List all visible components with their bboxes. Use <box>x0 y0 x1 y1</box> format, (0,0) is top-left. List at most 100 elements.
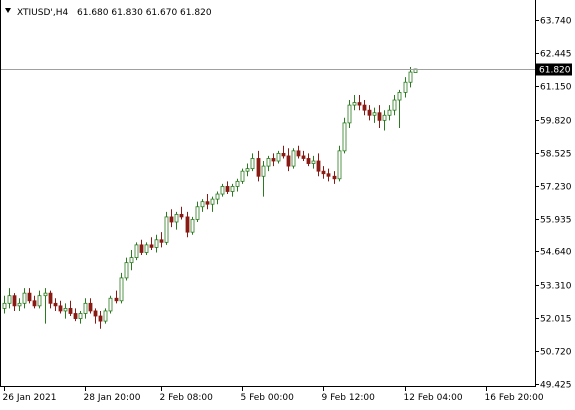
candle-body <box>408 71 413 83</box>
y-tick-label: 49.425 <box>540 381 572 391</box>
candle <box>316 153 321 177</box>
candle <box>387 105 392 121</box>
y-tick-label: 55.935 <box>540 216 572 226</box>
y-tick-label: 52.015 <box>540 315 572 325</box>
candle <box>372 107 377 123</box>
candle <box>169 209 174 228</box>
current-price-badge: 61.820 <box>536 63 572 76</box>
candle-body <box>190 219 195 233</box>
candle-body <box>281 152 286 157</box>
candle <box>63 303 68 319</box>
candle-body <box>53 302 58 307</box>
candle <box>119 272 124 304</box>
candle-body <box>261 165 266 177</box>
candle <box>301 150 306 162</box>
candle-body <box>397 92 402 101</box>
candle-body <box>22 292 27 304</box>
symbol-caption: XTIUSD',H4 <box>17 8 68 18</box>
candle <box>347 100 352 128</box>
y-tick-label: 54.640 <box>540 248 572 258</box>
candle <box>352 94 357 111</box>
candle <box>32 295 37 309</box>
candle-body <box>93 310 98 317</box>
candle-body <box>235 180 240 187</box>
candle-body <box>83 302 88 314</box>
candle <box>235 178 240 192</box>
candle <box>215 191 220 205</box>
candle-body <box>215 193 220 200</box>
x-axis: 26 Jan 2021 28 Jan 20:00 2 Feb 08:00 5 Feb … <box>3 386 544 403</box>
candle <box>73 308 78 322</box>
candle-body <box>403 81 408 93</box>
candle <box>159 232 164 248</box>
triangle-down-icon[interactable] <box>5 8 11 13</box>
candle <box>179 206 184 220</box>
candle-body <box>326 173 331 177</box>
candle-body <box>103 310 108 322</box>
candle-body <box>291 150 296 167</box>
current-price-label: 61.820 <box>539 66 571 76</box>
y-tick-label: 61.150 <box>540 83 572 93</box>
candle <box>93 308 98 324</box>
candle <box>250 153 255 172</box>
candle-body <box>114 297 119 302</box>
x-tick-label: 9 Feb 12:00 <box>322 393 376 403</box>
x-tick-label: 12 Feb 04:00 <box>404 393 463 403</box>
candle <box>149 237 154 250</box>
candle <box>174 211 179 230</box>
y-tick-label: 62.445 <box>540 50 572 60</box>
candle-body <box>68 307 73 314</box>
candle-body <box>245 168 250 172</box>
candle <box>397 89 402 128</box>
candle <box>240 168 245 184</box>
candle <box>43 288 48 324</box>
candle-body <box>225 186 230 192</box>
candle-body <box>144 244 149 253</box>
candle <box>12 293 17 311</box>
candle-body <box>17 302 22 307</box>
candle <box>88 298 93 314</box>
candle-body <box>296 150 301 157</box>
candle-body <box>382 114 387 121</box>
candle-body <box>352 102 357 106</box>
candle <box>78 310 83 324</box>
candle <box>200 199 205 212</box>
candle-body <box>332 175 337 180</box>
candle <box>311 155 316 169</box>
candle <box>2 295 7 314</box>
y-axis: 63.740 62.445 61.150 59.820 58.525 57.230 55.9… <box>535 17 572 391</box>
candle-body <box>240 170 245 182</box>
candle-body <box>372 112 377 116</box>
candle <box>58 300 63 314</box>
candle <box>392 94 397 116</box>
x-tick-label: 28 Jan 20:00 <box>84 393 141 403</box>
candle-body <box>7 295 12 304</box>
candle <box>17 298 22 311</box>
x-tick-label: 2 Feb 08:00 <box>160 393 214 403</box>
candle-body <box>179 213 184 218</box>
candle <box>185 211 190 238</box>
candle <box>108 295 113 314</box>
y-tick-label: 50.720 <box>540 348 572 358</box>
candle-body <box>48 292 53 304</box>
candle-body <box>367 109 372 116</box>
candle-body <box>108 297 113 312</box>
y-tick-label: 53.310 <box>540 282 572 292</box>
candle-body <box>266 158 271 167</box>
candle <box>261 161 266 197</box>
candle <box>210 196 215 212</box>
candle-body <box>159 239 164 243</box>
candle <box>139 239 144 256</box>
candle-body <box>387 109 392 116</box>
ohlc-readout: 61.680 61.830 61.670 61.820 <box>77 8 212 18</box>
candle-body <box>276 152 281 162</box>
candle <box>342 117 347 154</box>
candle-body <box>347 104 352 124</box>
candle-body <box>139 244 144 253</box>
candle-body <box>250 158 255 170</box>
candle <box>403 77 408 98</box>
candle <box>134 242 139 261</box>
